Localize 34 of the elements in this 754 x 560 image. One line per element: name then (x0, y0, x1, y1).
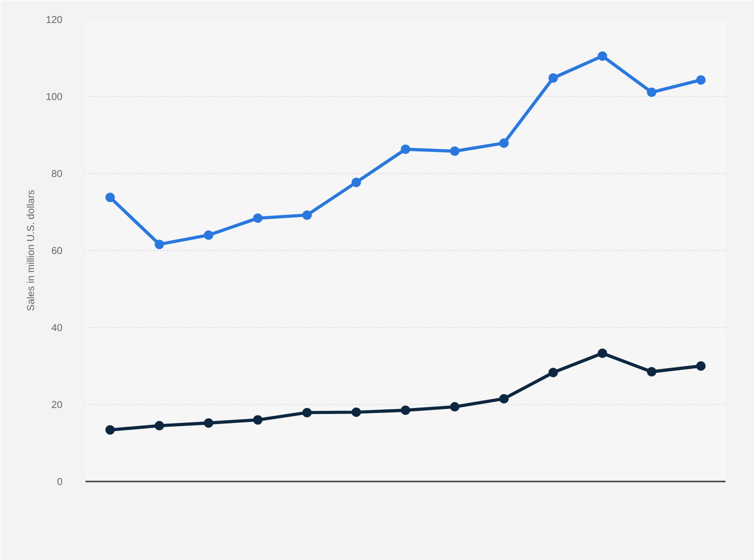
point (696, 75, 706, 85)
point (154, 420, 164, 430)
point (598, 51, 608, 61)
point (499, 138, 509, 148)
point (204, 230, 214, 240)
point (499, 394, 509, 404)
point (450, 146, 460, 156)
point (696, 361, 706, 371)
point (450, 402, 460, 412)
point (253, 415, 263, 425)
point (548, 368, 558, 378)
y-tick-label: 40 (51, 323, 63, 334)
point (598, 348, 608, 358)
y-tick-label: 60 (51, 246, 63, 257)
point (302, 210, 312, 220)
y-tick-label: 80 (51, 169, 63, 180)
point (400, 144, 410, 154)
point (646, 367, 656, 377)
y-tick-label: 0 (56, 477, 63, 488)
point (253, 213, 263, 223)
point (154, 240, 164, 250)
point (302, 408, 312, 418)
point (105, 425, 115, 435)
point (646, 88, 656, 98)
y-axis-title: Sales in million U.S. dollars (26, 190, 37, 312)
point (548, 73, 558, 83)
y-tick-label: 100 (46, 92, 63, 103)
point (400, 406, 410, 416)
point (352, 178, 362, 188)
point (105, 192, 115, 202)
point (204, 418, 214, 428)
y-tick-label: 20 (51, 400, 63, 411)
y-tick-label: 120 (46, 15, 63, 26)
point (352, 407, 362, 417)
